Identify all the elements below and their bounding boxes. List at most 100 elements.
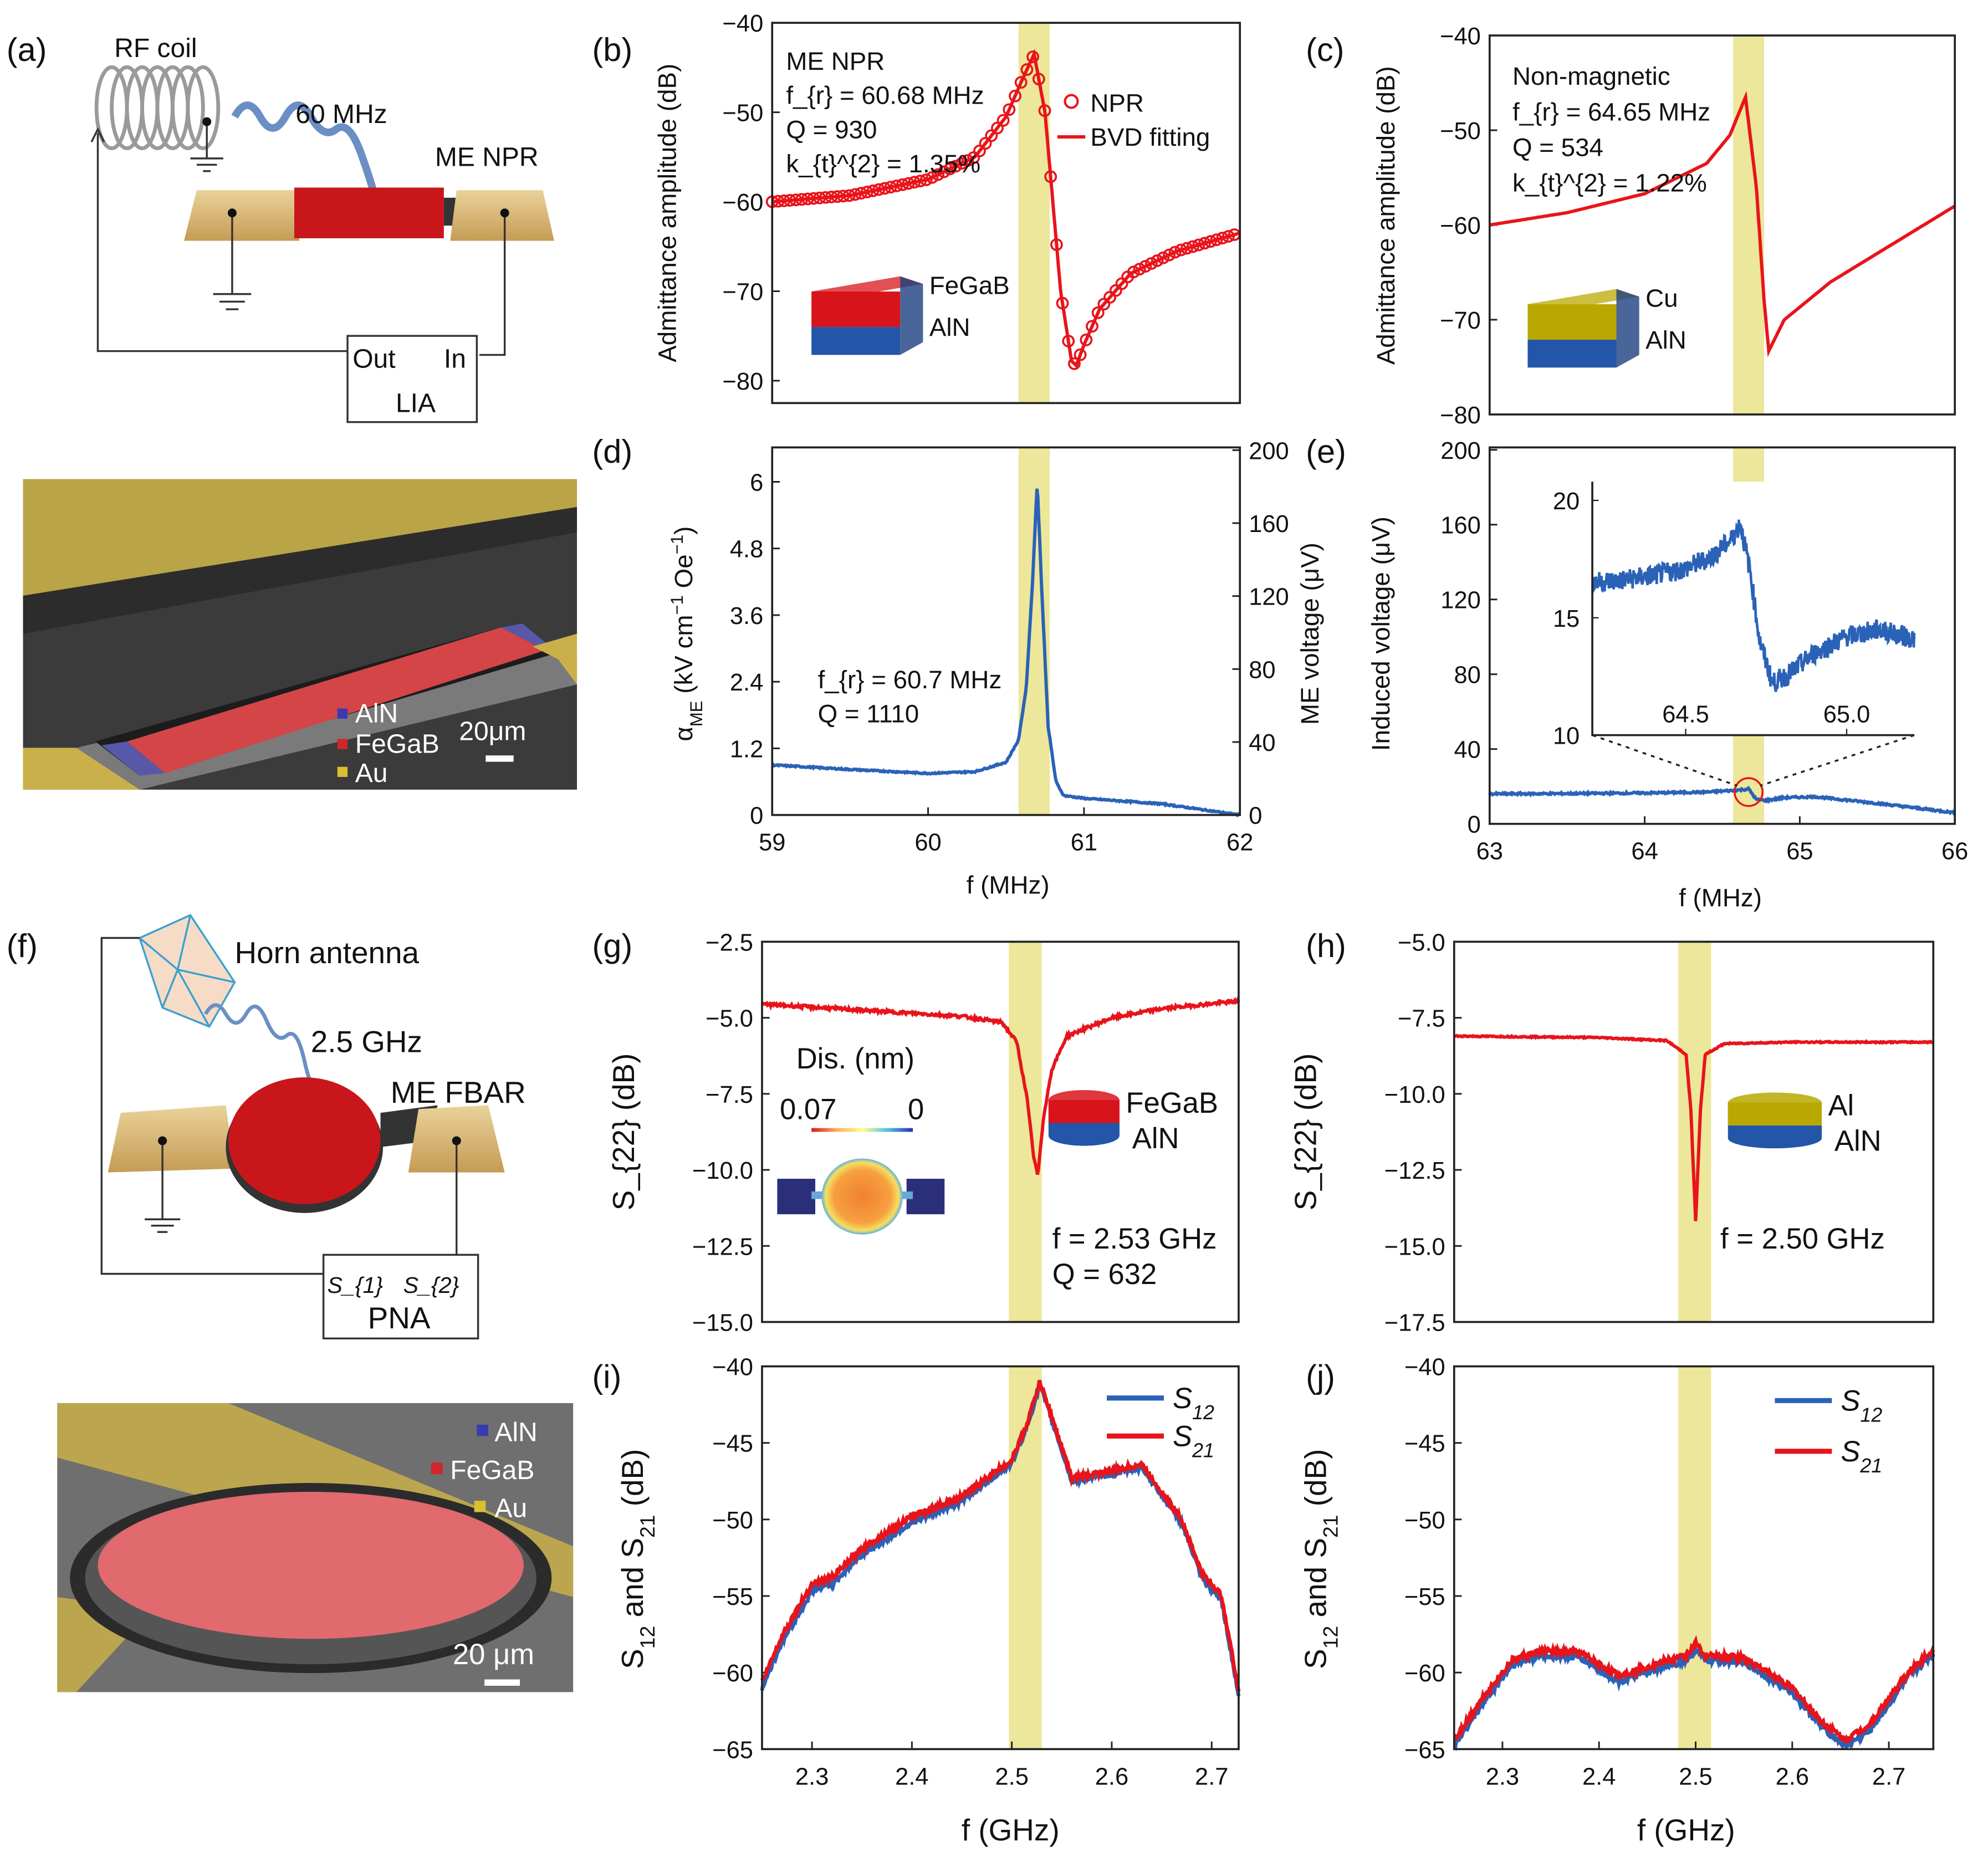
npr-data-point xyxy=(1068,357,1081,370)
inset-label-top: FeGaB xyxy=(1126,1087,1218,1119)
port-1-label: S_{1} xyxy=(327,1272,383,1298)
x-axis-label: f (MHz) xyxy=(1679,883,1762,912)
plot-frame xyxy=(771,446,1241,816)
y-right-tick-label: 160 xyxy=(1249,511,1289,538)
y-axis-label: αME (kV cm−1 Oe−1) xyxy=(667,526,706,741)
inset-label-top: Cu xyxy=(1645,284,1678,312)
y-tick-label: −50 xyxy=(723,100,764,127)
y-tick-label: −10.0 xyxy=(1384,1082,1445,1108)
antenna-label: Horn antenna xyxy=(234,935,419,970)
npr-data-point xyxy=(1168,245,1182,259)
y-axis-label: Admittance amplitude (dB) xyxy=(1372,66,1400,365)
x-tick-label: 2.5 xyxy=(995,1763,1028,1790)
x-tick-label: 61 xyxy=(1071,830,1097,856)
npr-data-point xyxy=(1133,263,1146,276)
annotation: Q = 534 xyxy=(1512,133,1603,161)
legend-label-bvd: BVD fitting xyxy=(1090,123,1210,151)
material-disk-icon xyxy=(1048,1089,1120,1146)
out-label: Out xyxy=(352,344,395,374)
y-tick-label: −40 xyxy=(723,11,764,37)
x-axis-label: f (GHz) xyxy=(1637,1813,1735,1847)
x-tick-label: 2.4 xyxy=(1582,1763,1616,1790)
y-right-tick-label: 0 xyxy=(1249,803,1262,830)
plot-frame xyxy=(1453,940,1935,1323)
fegab-fbar xyxy=(228,1077,381,1204)
npr-data-point xyxy=(985,129,998,142)
material-disk-icon xyxy=(1728,1092,1822,1149)
chart-e: 0 40 80 120 160 200 63 64 65 66 Induced voltage (μ… xyxy=(1367,438,1968,912)
schematic-f: Horn antenna 2.5 GHz ME FBAR S_{1} S_{2}… xyxy=(100,914,526,1339)
sem-image-a: AlN FeGaB Au 20μm xyxy=(23,479,578,790)
legend-label-s21: S21 xyxy=(1841,1435,1882,1477)
chart-h: −5.0 −7.5 −10.0 −12.5 −15.0 −17.5 S_{22} (dB) f… xyxy=(1288,929,1935,1337)
npr-data-point xyxy=(1003,103,1016,116)
y-tick-label: 120 xyxy=(1440,587,1480,614)
x-tick-label: 63 xyxy=(1476,838,1503,865)
series-line-s22 xyxy=(760,996,1240,1175)
inset-label-bottom: AlN xyxy=(1834,1125,1882,1158)
x-tick-label: 60 xyxy=(914,830,941,856)
x-tick-label: 64 xyxy=(1631,838,1658,865)
npr-data-point xyxy=(1020,63,1034,76)
legend-label-s21: S21 xyxy=(1173,1420,1214,1462)
x-tick-label: 2.5 xyxy=(1679,1763,1712,1790)
zoom-guide xyxy=(1592,734,1738,787)
sem-image-f: AlN FeGaB Au 20 μm xyxy=(57,1403,574,1692)
annotation: k_{t}^{2} = 1.22% xyxy=(1512,168,1707,197)
chart-g: −2.5 −5.0 −7.5 −10.0 −12.5 −15.0 S_{22} (dB) f … xyxy=(606,929,1240,1337)
x-tick-label: 2.6 xyxy=(1095,1763,1128,1790)
y-axis-label: S12 and S21 (dB) xyxy=(615,1449,659,1669)
x-tick-label: 2.6 xyxy=(1776,1763,1809,1790)
npr-data-point xyxy=(937,165,950,178)
zoom-inset: 10 15 20 64.5 65.0 xyxy=(1553,482,1916,750)
y-tick-label: −45 xyxy=(712,1431,753,1457)
x-tick-label: 2.3 xyxy=(1486,1763,1519,1790)
y-tick-label: −80 xyxy=(723,369,764,395)
plot-frame xyxy=(1488,34,1956,416)
y-tick-label: 1.2 xyxy=(730,736,763,763)
y-tick-label: 3.6 xyxy=(730,603,763,630)
y-tick-label: −2.5 xyxy=(706,929,753,956)
y-tick-label: −7.5 xyxy=(1398,1006,1445,1032)
annotation: f_{r} = 60.7 MHz xyxy=(818,666,1002,694)
npr-data-point xyxy=(979,137,992,150)
npr-data-point xyxy=(955,157,968,170)
y-tick-label: −55 xyxy=(1404,1584,1445,1610)
legend-label-s12: S12 xyxy=(1173,1382,1214,1424)
npr-data-point xyxy=(1151,254,1164,267)
horn-antenna-icon xyxy=(138,914,236,1028)
npr-data-point xyxy=(943,162,957,176)
node-dot xyxy=(202,117,212,126)
x-tick-label: 2.7 xyxy=(1195,1763,1228,1790)
node-dot xyxy=(158,1136,167,1145)
circuit-wires xyxy=(90,121,506,356)
y-tick-label: −12.5 xyxy=(1384,1158,1445,1184)
y-tick-label: −40 xyxy=(1440,23,1481,50)
annotation: f = 2.53 GHz xyxy=(1052,1222,1217,1255)
sem-legend-au: Au xyxy=(494,1494,527,1523)
panel-label-h: (h) xyxy=(1306,927,1346,964)
y-right-tick-label: 80 xyxy=(1249,657,1275,683)
annotation: Q = 1110 xyxy=(818,700,919,728)
frequency-label: 2.5 GHz xyxy=(311,1024,422,1058)
panel-label-g: (g) xyxy=(592,927,632,964)
rf-wave-icon xyxy=(231,101,381,206)
inset-label-bottom: AlN xyxy=(929,313,970,341)
plot-frame xyxy=(771,22,1241,405)
node-dot xyxy=(500,208,509,218)
npr-data-point xyxy=(1139,260,1152,273)
sem-legend-au: Au xyxy=(355,759,388,788)
x-tick-label: 59 xyxy=(759,830,785,856)
annotation: f_{r} = 64.65 MHz xyxy=(1512,98,1710,126)
inset-y-tick-label: 10 xyxy=(1553,723,1580,750)
y-tick-label: −40 xyxy=(712,1354,753,1381)
lia-label: LIA xyxy=(396,388,436,418)
y-tick-label: 0 xyxy=(750,803,763,830)
panel-label-e: (e) xyxy=(1306,433,1346,470)
material-stack-icon xyxy=(1527,289,1639,368)
y-right-tick-label: 120 xyxy=(1249,584,1289,611)
y-tick-label: −70 xyxy=(723,279,764,306)
legend-label-s12: S12 xyxy=(1841,1385,1882,1426)
sem-legend-aln: AlN xyxy=(355,699,398,729)
inset-x-tick-label: 65.0 xyxy=(1823,702,1871,728)
